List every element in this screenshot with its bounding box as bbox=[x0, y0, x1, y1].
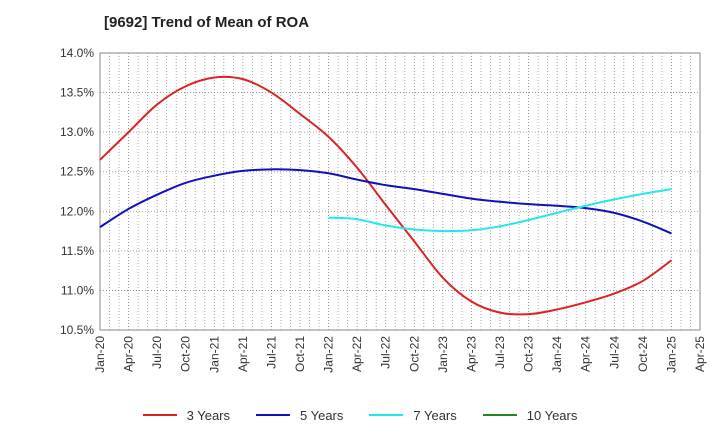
x-tick-label: Jan-24 bbox=[550, 336, 564, 373]
legend-swatch bbox=[142, 414, 177, 416]
x-tick-label: Jan-21 bbox=[207, 336, 221, 373]
x-tick-label: Oct-23 bbox=[522, 336, 536, 372]
x-tick-label: Oct-24 bbox=[636, 336, 650, 372]
x-tick-label: Jul-24 bbox=[607, 336, 621, 369]
x-tick-label: Jul-20 bbox=[150, 336, 164, 369]
legend-item: 7 Years bbox=[369, 404, 457, 426]
x-tick-label: Jan-20 bbox=[93, 336, 107, 373]
legend-item: 10 Years bbox=[482, 404, 578, 426]
y-tick-label: 13.5% bbox=[60, 86, 94, 100]
x-tick-label: Apr-24 bbox=[579, 336, 593, 372]
x-tick-label: Jan-23 bbox=[436, 336, 450, 373]
x-tick-label: Apr-23 bbox=[464, 336, 478, 372]
x-tick-label: Apr-25 bbox=[693, 336, 707, 372]
y-tick-label: 10.5% bbox=[60, 323, 94, 337]
legend-item: 3 Years bbox=[142, 404, 230, 426]
plot-area bbox=[99, 52, 701, 331]
y-tick-label: 13.0% bbox=[60, 125, 94, 139]
x-tick-label: Apr-21 bbox=[236, 336, 250, 372]
chart-legend: 3 Years 5 Years 7 Years 10 Years bbox=[0, 404, 720, 426]
legend-label: 3 Years bbox=[186, 407, 230, 423]
x-tick-label: Jan-22 bbox=[322, 336, 336, 373]
y-tick-label: 12.5% bbox=[60, 165, 94, 179]
legend-item: 5 Years bbox=[256, 404, 343, 426]
legend-swatch bbox=[369, 414, 404, 416]
x-tick-label: Oct-22 bbox=[407, 336, 421, 372]
x-tick-label: Jan-25 bbox=[664, 336, 678, 373]
y-tick-label: 11.0% bbox=[61, 283, 94, 297]
x-tick-label: Apr-22 bbox=[350, 336, 364, 372]
x-tick-label: Oct-20 bbox=[179, 336, 193, 372]
series-line-3-years bbox=[99, 75, 673, 316]
legend-label: 10 Years bbox=[526, 407, 578, 423]
legend-swatch bbox=[256, 414, 290, 416]
chart-title: [9692] Trend of Mean of ROA bbox=[104, 14, 310, 31]
x-tick-label: Jul-22 bbox=[379, 336, 393, 369]
x-tick-label: Oct-21 bbox=[293, 336, 307, 372]
legend-label: 7 Years bbox=[413, 407, 457, 423]
legend-label: 5 Years bbox=[300, 407, 344, 423]
series-line-7-years bbox=[328, 188, 672, 233]
x-tick-label: Apr-20 bbox=[122, 336, 136, 372]
y-tick-label: 12.0% bbox=[60, 204, 94, 218]
x-tick-label: Jul-21 bbox=[264, 336, 278, 369]
line-chart: 14.0% 13.5% 13.0% 12.5% 12.0% 11.5% 11.0% 10.5%… bbox=[60, 46, 707, 373]
y-tick-label: 11.5% bbox=[61, 244, 94, 258]
y-tick-label: 14.0% bbox=[60, 46, 94, 60]
legend-swatch bbox=[482, 414, 517, 416]
x-tick-label: Jul-23 bbox=[493, 336, 507, 369]
